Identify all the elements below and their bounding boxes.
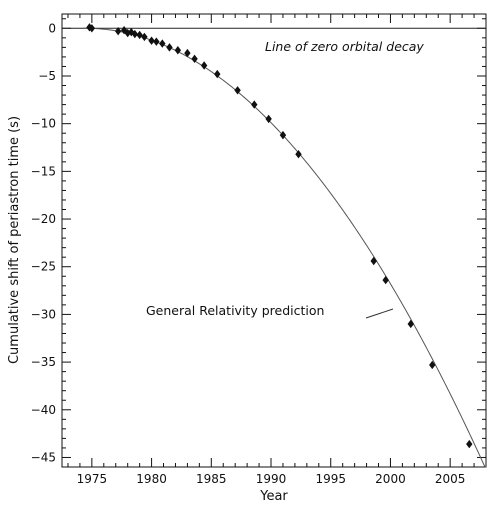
- x-tick-label: 2005: [435, 472, 466, 486]
- y-axis-ticks: 0 −5 −10 −15 −20 −25 −30 −35 −40 −45: [31, 18, 486, 468]
- data-point: [136, 30, 143, 40]
- x-tick-label: 2000: [375, 472, 406, 486]
- data-point: [279, 130, 287, 140]
- y-axis-label: Cumulative shift of periastron time (s): [7, 116, 22, 364]
- y-tick-label: −25: [31, 260, 56, 274]
- data-point: [265, 114, 272, 124]
- y-tick-label: −40: [31, 403, 56, 417]
- gr-label-leader-line: [365, 308, 394, 319]
- data-points: [86, 23, 473, 449]
- y-tick-label: −30: [31, 307, 56, 321]
- data-point: [88, 24, 96, 33]
- data-point: [141, 32, 148, 42]
- x-tick-label: 1985: [196, 472, 227, 486]
- gr-prediction-curve: [83, 27, 487, 468]
- y-tick-label: −15: [31, 164, 56, 178]
- x-axis-ticks: 1975 1980 1985 1990 1995 2000 2005: [67, 14, 487, 486]
- data-point: [166, 43, 173, 52]
- x-tick-label: 1980: [136, 472, 167, 486]
- x-tick-label: 1990: [256, 472, 287, 486]
- y-tick-label: −35: [31, 355, 56, 369]
- plot-frame: [61, 13, 487, 468]
- x-tick-label: 1995: [315, 472, 346, 486]
- y-tick-label: −45: [31, 450, 56, 464]
- data-point: [382, 275, 389, 285]
- data-point: [184, 48, 191, 58]
- data-point: [159, 39, 166, 48]
- data-point: [251, 100, 258, 109]
- data-point: [295, 149, 302, 159]
- data-point: [153, 37, 160, 46]
- data-point: [370, 256, 377, 266]
- y-tick-label: −10: [31, 117, 56, 131]
- data-point: [466, 439, 473, 449]
- data-point: [429, 360, 436, 370]
- data-point: [174, 46, 182, 55]
- data-point: [214, 69, 221, 79]
- y-tick-label: −20: [31, 212, 56, 226]
- data-point: [148, 36, 155, 45]
- data-point: [200, 61, 208, 70]
- data-point: [234, 86, 241, 95]
- x-tick-label: 1975: [77, 472, 108, 486]
- data-point: [120, 26, 128, 35]
- y-tick-label: 0: [48, 21, 56, 35]
- gr-prediction-label: General Relativity prediction: [146, 303, 324, 318]
- zero-line-label: Line of zero orbital decay: [265, 39, 424, 54]
- data-point: [191, 54, 198, 64]
- data-point: [114, 26, 122, 36]
- y-tick-label: −5: [38, 69, 56, 83]
- data-point: [407, 319, 414, 329]
- x-axis-label: Year: [259, 489, 288, 504]
- data-point: [131, 29, 139, 39]
- plot-area: 0 −5 −10 −15 −20 −25 −30 −35 −40 −45 1975 1980 1985…: [31, 13, 487, 486]
